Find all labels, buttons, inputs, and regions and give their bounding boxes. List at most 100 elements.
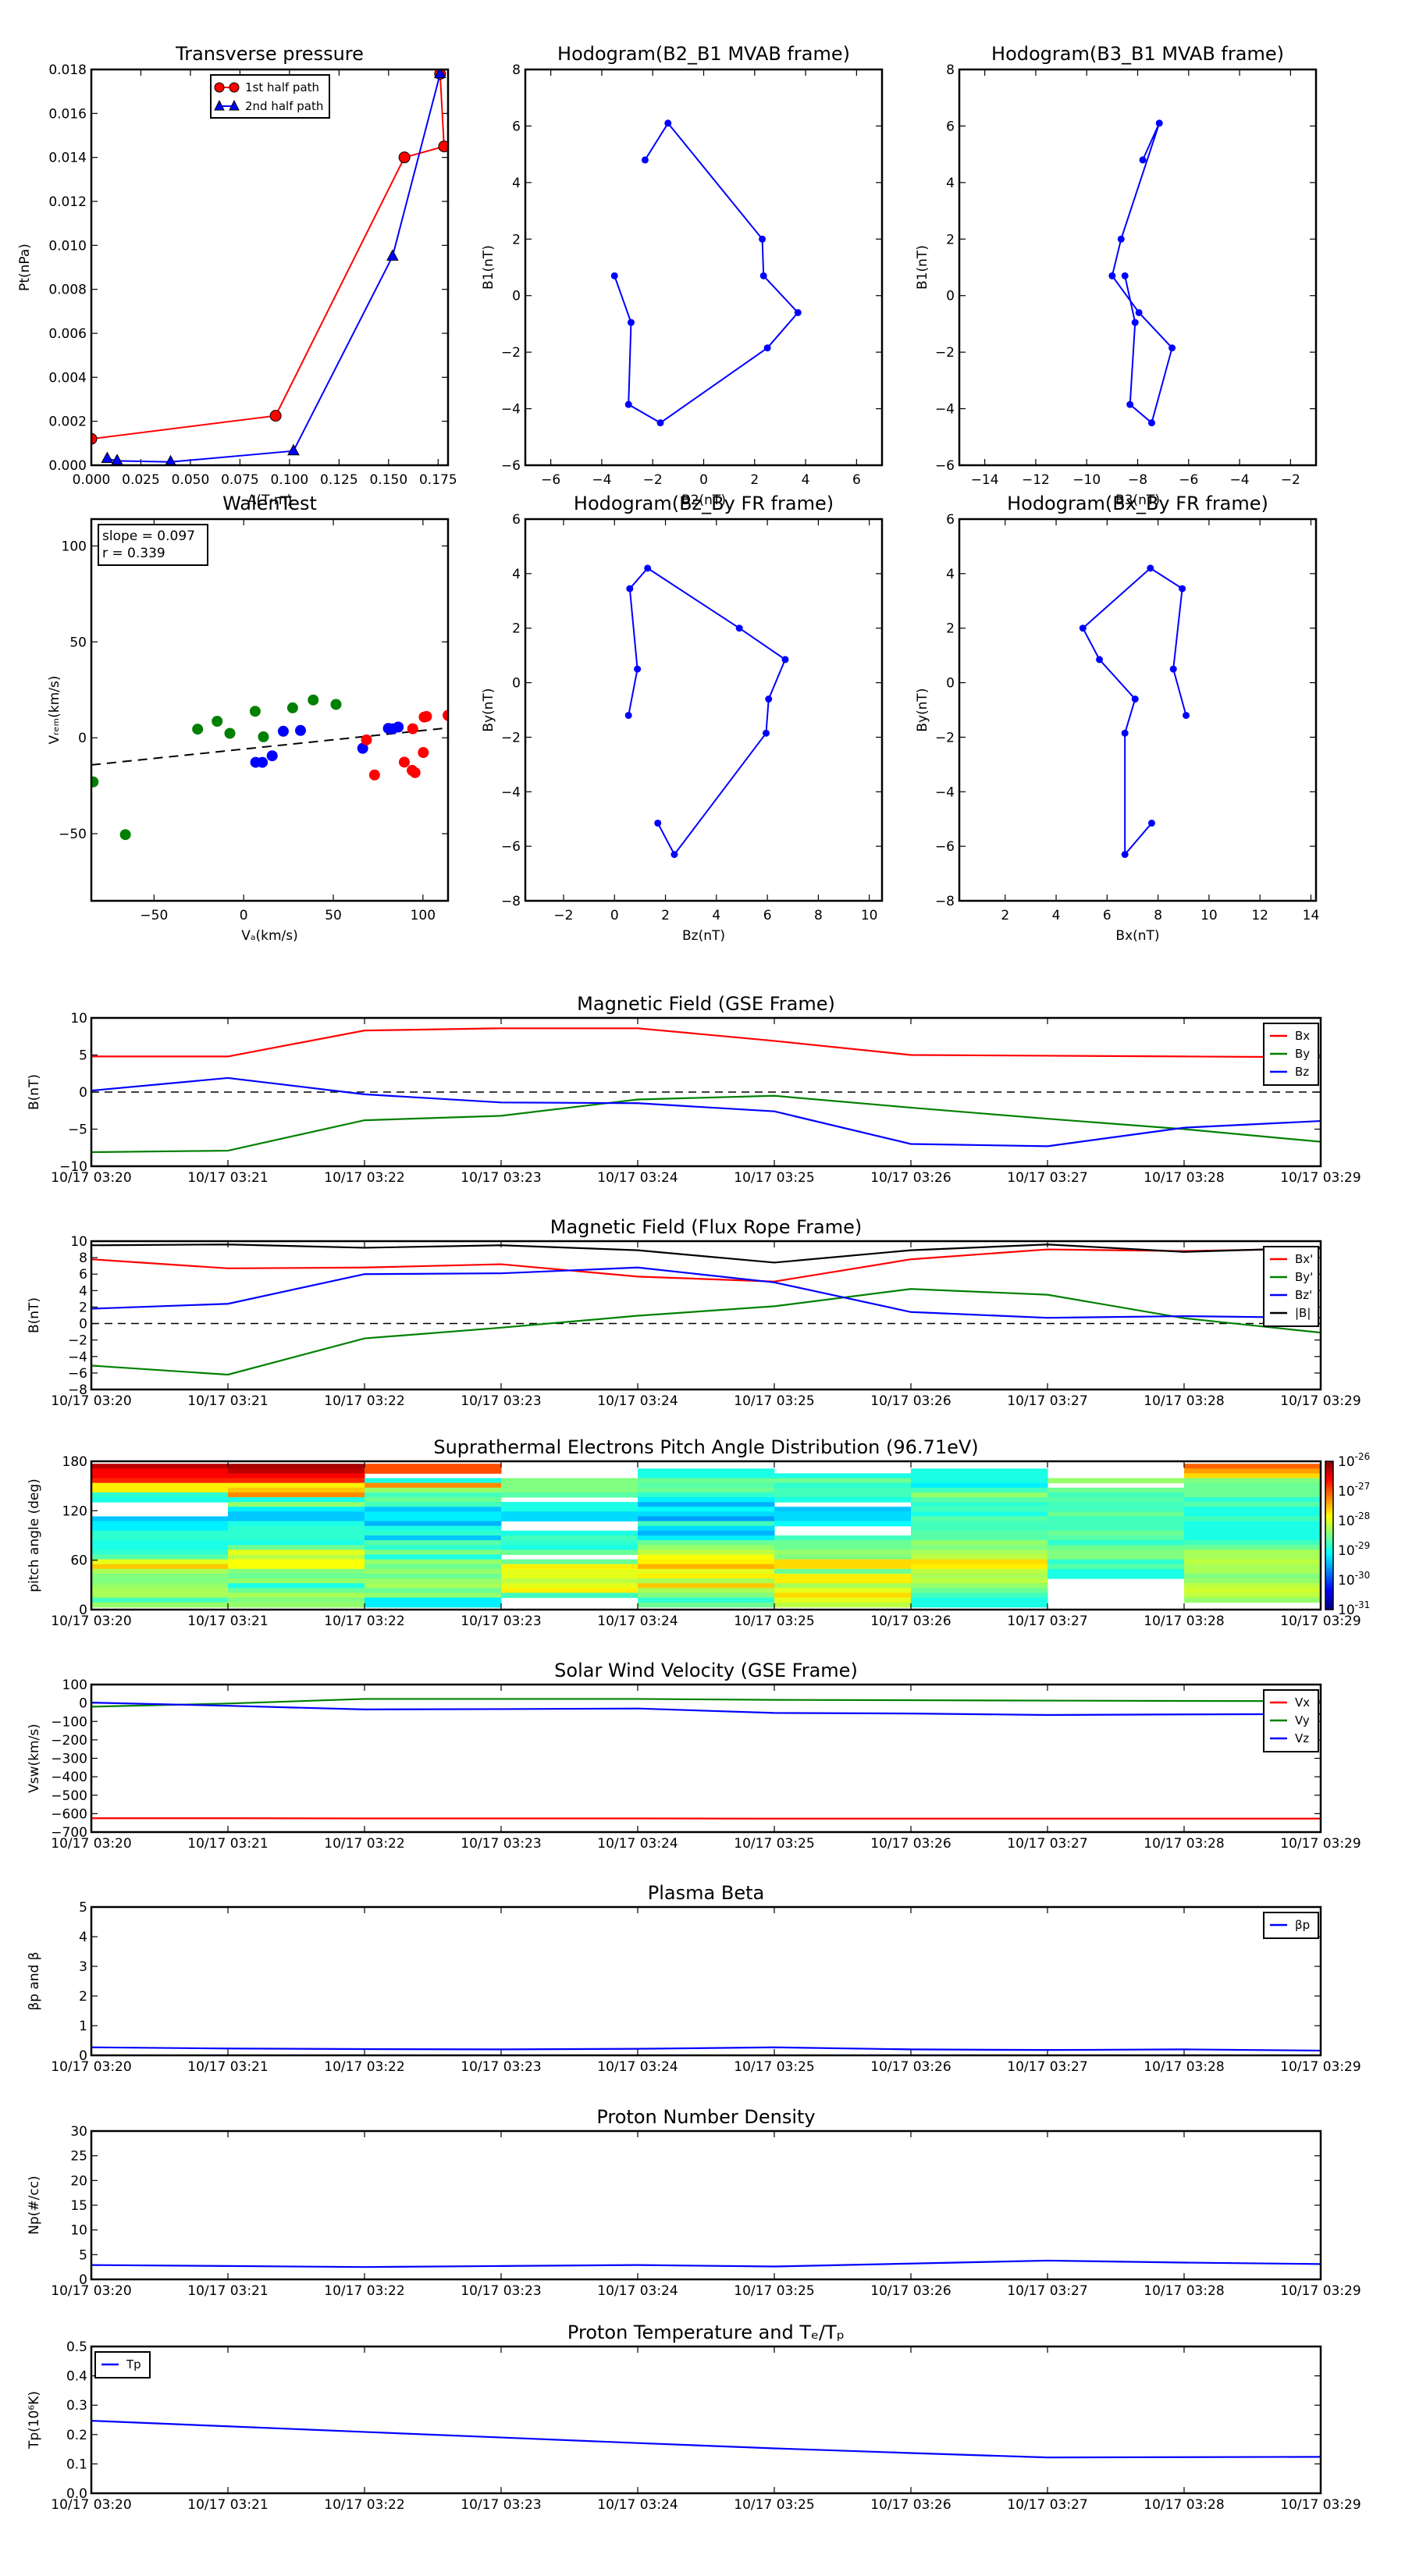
colorbar-segment	[1325, 1498, 1333, 1502]
heatmap-cell	[1048, 1545, 1185, 1550]
colorbar-frame	[1325, 1461, 1334, 1610]
time-tick-label: 10/17 03:21	[187, 2059, 268, 2075]
y-tick-label: 30	[70, 2124, 87, 2140]
plot-area	[91, 2420, 1321, 2459]
y-tick-label: 25	[70, 2149, 87, 2165]
heatmap-cell	[365, 1530, 502, 1536]
data-point	[1096, 656, 1104, 664]
heatmap-cell	[365, 1478, 502, 1484]
plot-area	[1079, 564, 1190, 859]
annotation-box: slope = 0.097 r = 0.339	[98, 524, 208, 566]
chart-vsw: Solar Wind Velocity (GSE Frame) 10/17 03:…	[27, 1660, 1361, 1852]
x-tick-label: 100	[411, 908, 436, 923]
x-axis-label: B2(nT)	[681, 493, 726, 508]
y-tick-label: 5	[79, 1048, 87, 1064]
heatmap-cell	[1184, 1525, 1321, 1532]
time-tick-label: 10/17 03:27	[1007, 1170, 1087, 1186]
series-line-Bz	[91, 1076, 1321, 1147]
heatmap-cell	[365, 1487, 502, 1493]
time-tick-label: 10/17 03:25	[734, 2497, 814, 2513]
walen-axes-frame	[90, 518, 450, 902]
colorbar-segment	[1325, 1538, 1333, 1541]
heatmap-cell	[1048, 1564, 1185, 1570]
data-point	[1155, 119, 1163, 127]
y-tick-label: 0.2	[66, 2428, 87, 2443]
heatmap-cell	[91, 1530, 229, 1536]
colorbar-segment	[1325, 1476, 1333, 1479]
time-tick-label: 10/17 03:23	[461, 1393, 541, 1409]
legend-label: By'	[1295, 1270, 1313, 1284]
legend-marker	[214, 82, 225, 93]
y-tick-label: 3	[79, 1959, 87, 1975]
colorbar-segment	[1325, 1567, 1333, 1571]
y-tick-label: 4	[79, 1283, 87, 1299]
x-tick-label: −4	[1230, 472, 1250, 488]
heatmap-cell	[228, 1578, 365, 1584]
heatmap-cell	[1184, 1597, 1321, 1603]
heatmap-cell	[911, 1578, 1048, 1584]
y-tick-label: 100	[62, 1678, 87, 1693]
y-tick-label: 0.004	[48, 370, 87, 386]
heatmap-cell	[91, 1516, 229, 1522]
heatmap-cell	[638, 1545, 775, 1550]
heatmap-cell	[911, 1550, 1048, 1555]
chart-walen: WalenTest −50 0 50 100 −50 0 50 100 Vₐ(km/s) Vᵣₑₘ(…	[47, 493, 450, 944]
y-tick-label: 0.5	[66, 2339, 87, 2355]
data-point	[294, 724, 306, 736]
time-tick-label: 10/17 03:22	[324, 1614, 404, 1629]
y-tick-label: 4	[946, 567, 955, 582]
data-point	[1179, 585, 1186, 592]
x-tick-label: 0.000	[73, 472, 111, 488]
heatmap-cell	[91, 1592, 229, 1599]
colorbar-segment	[1325, 1560, 1333, 1564]
heatmap-cell	[911, 1597, 1048, 1603]
legend-label: Bx'	[1295, 1252, 1313, 1266]
chart-title: Hodogram(Bx_By FR frame)	[1007, 493, 1268, 514]
heatmap-cell	[501, 1568, 638, 1574]
legend-marker	[214, 99, 225, 111]
y-tick-label: 0.016	[48, 106, 87, 122]
y-tick-label: 0.4	[66, 2369, 87, 2385]
legend: Tp	[94, 2351, 151, 2379]
chart-beta: Plasma Beta 10/17 03:20 10/17 03:21 10/17 0…	[27, 1882, 1361, 2075]
colorbar-segment	[1325, 1525, 1333, 1529]
colorbar-segment	[1325, 1602, 1333, 1606]
colorbar-segment	[1325, 1478, 1333, 1482]
heatmap-cell	[501, 1550, 638, 1555]
time-tick-label: 10/17 03:29	[1280, 2283, 1361, 2299]
legend: Bx' By' Bz' |B|	[1263, 1246, 1319, 1327]
y-tick-label: 2	[946, 232, 955, 247]
heatmap-cell	[774, 1597, 912, 1603]
heatmap-cell	[1184, 1583, 1321, 1589]
heatmap-cell	[91, 1487, 229, 1493]
plot-area	[91, 694, 448, 841]
colorbar-segment	[1325, 1500, 1333, 1504]
heatmap-cell	[774, 1588, 912, 1593]
y-tick-label: 0	[512, 289, 521, 304]
x-axis-label: Bz(nT)	[682, 928, 725, 944]
time-tick-label: 10/17 03:26	[870, 1614, 951, 1629]
y-tick-label: 6	[512, 512, 521, 528]
legend: βp	[1263, 1912, 1319, 1939]
heatmap-cell	[91, 1597, 229, 1603]
time-tick-label: 10/17 03:25	[734, 1170, 814, 1186]
data-point	[330, 699, 342, 710]
heatmap-cell	[911, 1511, 1048, 1517]
heatmap-cell	[365, 1464, 502, 1469]
y-tick-label: −2	[935, 345, 955, 361]
heatmap-cell	[501, 1502, 638, 1507]
heatmap-cell	[365, 1583, 502, 1589]
time-tick-label: 10/17 03:26	[870, 2497, 951, 2513]
heatmap-cell	[911, 1592, 1048, 1599]
b-gse-axes-frame	[90, 1016, 1322, 1168]
time-tick-label: 10/17 03:27	[1007, 2497, 1087, 2513]
heatmap-cell	[365, 1492, 502, 1498]
time-tick-label: 10/17 03:28	[1144, 1836, 1224, 1852]
legend-label: Bx	[1295, 1029, 1310, 1043]
heatmap-cell	[91, 1583, 229, 1589]
series-line-B3_B1	[1111, 123, 1173, 425]
chart-b-fr: Magnetic Field (Flux Rope Frame) 10/17 03…	[27, 1216, 1361, 1409]
annotation-frame	[98, 524, 208, 566]
heatmap-cell	[638, 1473, 775, 1479]
